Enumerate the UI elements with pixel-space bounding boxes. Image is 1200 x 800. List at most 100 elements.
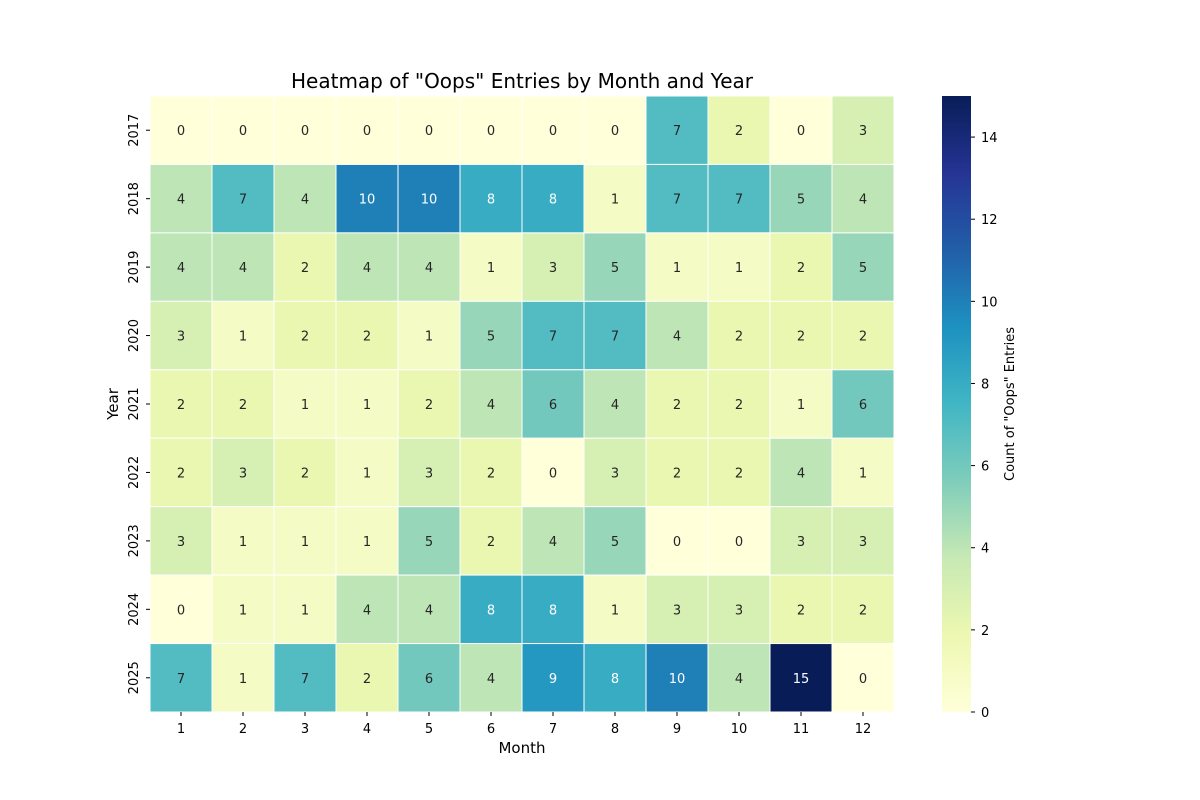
heatmap-cell [707, 574, 771, 645]
heatmap-cell [831, 506, 895, 576]
cell-value-label: 4 [673, 330, 681, 345]
y-tick-label: 2017 [127, 114, 142, 147]
cell-value-label: 7 [301, 672, 309, 687]
heatmap-cell [459, 300, 523, 371]
colorbar-tick-label: 14 [981, 131, 998, 146]
cell-value-label: 4 [735, 672, 743, 687]
x-tick-label: 1 [177, 722, 185, 737]
cell-value-label: 0 [425, 124, 433, 139]
cell-value-label: 3 [611, 466, 619, 481]
cell-value-label: 0 [363, 124, 371, 139]
cell-value-label: 4 [425, 603, 433, 618]
heatmap-cell [149, 506, 213, 576]
y-tick-label: 2018 [127, 182, 142, 215]
heatmap-cell [521, 232, 585, 302]
cell-value-label: 4 [549, 535, 557, 550]
cell-value-label: 4 [363, 603, 371, 618]
heatmap-cells: 0 0 0 0 0 0 0 0 7 2 0 34 7 4 10 10 8 8 1 7 7 5 44 4 2 4 4 1 3 5 1 1 2 53 1… [149, 95, 895, 713]
heatmap-cell [769, 369, 833, 439]
x-tick-label: 10 [731, 722, 748, 737]
cell-value-label: 10 [421, 193, 438, 208]
heatmap-cell [273, 300, 337, 371]
cell-value-label: 0 [549, 124, 557, 139]
x-tick-label: 12 [855, 722, 872, 737]
heatmap-cell [521, 574, 585, 645]
heatmap-cell [149, 95, 213, 165]
cell-value-label: 3 [425, 466, 433, 481]
colorbar-tick-label: 2 [981, 624, 989, 639]
cell-value-label: 8 [549, 603, 557, 618]
heatmap-cell [521, 163, 585, 234]
cell-value-label: 8 [611, 672, 619, 687]
heatmap-cell [521, 643, 585, 713]
cell-value-label: 4 [611, 398, 619, 413]
cell-value-label: 0 [301, 124, 309, 139]
cell-value-label: 2 [673, 398, 681, 413]
cell-value-label: 2 [735, 398, 743, 413]
heatmap-cell [645, 163, 709, 234]
heatmap-cell [273, 232, 337, 302]
heatmap-cell [335, 643, 399, 713]
colorbar-tick-label: 8 [981, 377, 989, 392]
colorbar [942, 96, 971, 712]
cell-value-label: 4 [797, 466, 805, 481]
heatmap-cell [707, 95, 771, 165]
cell-value-label: 4 [859, 193, 867, 208]
heatmap-cell [335, 574, 399, 645]
cell-value-label: 2 [797, 261, 805, 276]
cell-value-label: 2 [177, 466, 185, 481]
heatmap-cell [273, 574, 337, 645]
cell-value-label: 1 [425, 330, 433, 345]
cell-value-label: 1 [735, 261, 743, 276]
x-tick-label: 5 [425, 722, 433, 737]
cell-value-label: 2 [177, 398, 185, 413]
heatmap-cell [583, 95, 647, 165]
cell-value-label: 3 [673, 603, 681, 618]
cell-value-label: 2 [859, 330, 867, 345]
heatmap-cell [273, 95, 337, 165]
cell-value-label: 1 [239, 535, 247, 550]
cell-value-label: 3 [239, 466, 247, 481]
cell-value-label: 1 [611, 603, 619, 618]
heatmap-cell [459, 163, 523, 234]
colorbar-ticks: 0 2 4 6 8 10 12 14 [971, 131, 998, 721]
cell-value-label: 1 [859, 466, 867, 481]
cell-value-label: 10 [669, 672, 686, 687]
heatmap-cell [583, 163, 647, 234]
heatmap-cell [707, 163, 771, 234]
cell-value-label: 0 [859, 672, 867, 687]
heatmap-cell [831, 300, 895, 371]
heatmap-cell [335, 232, 399, 302]
cell-value-label: 2 [487, 535, 495, 550]
heatmap-cell [211, 506, 275, 576]
heatmap-cell [335, 300, 399, 371]
heatmap-cell [831, 232, 895, 302]
heatmap-cell [831, 95, 895, 165]
heatmap-cell [645, 437, 709, 508]
x-tick-label: 11 [793, 722, 810, 737]
cell-value-label: 1 [487, 261, 495, 276]
cell-value-label: 3 [859, 124, 867, 139]
heatmap-cell [769, 506, 833, 576]
heatmap-cell [831, 163, 895, 234]
cell-value-label: 5 [487, 330, 495, 345]
heatmap-cell [645, 300, 709, 371]
cell-value-label: 5 [797, 193, 805, 208]
cell-value-label: 2 [239, 398, 247, 413]
cell-value-label: 1 [239, 330, 247, 345]
cell-value-label: 7 [673, 124, 681, 139]
cell-value-label: 1 [363, 398, 371, 413]
cell-value-label: 2 [487, 466, 495, 481]
cell-value-label: 0 [735, 535, 743, 550]
cell-value-label: 3 [177, 535, 185, 550]
heatmap-cell [149, 232, 213, 302]
heatmap-cell [335, 95, 399, 165]
cell-value-label: 7 [549, 330, 557, 345]
heatmap-cell [211, 300, 275, 371]
cell-value-label: 3 [797, 535, 805, 550]
cell-value-label: 3 [177, 330, 185, 345]
cell-value-label: 1 [797, 398, 805, 413]
heatmap-cell [707, 300, 771, 371]
cell-value-label: 1 [673, 261, 681, 276]
